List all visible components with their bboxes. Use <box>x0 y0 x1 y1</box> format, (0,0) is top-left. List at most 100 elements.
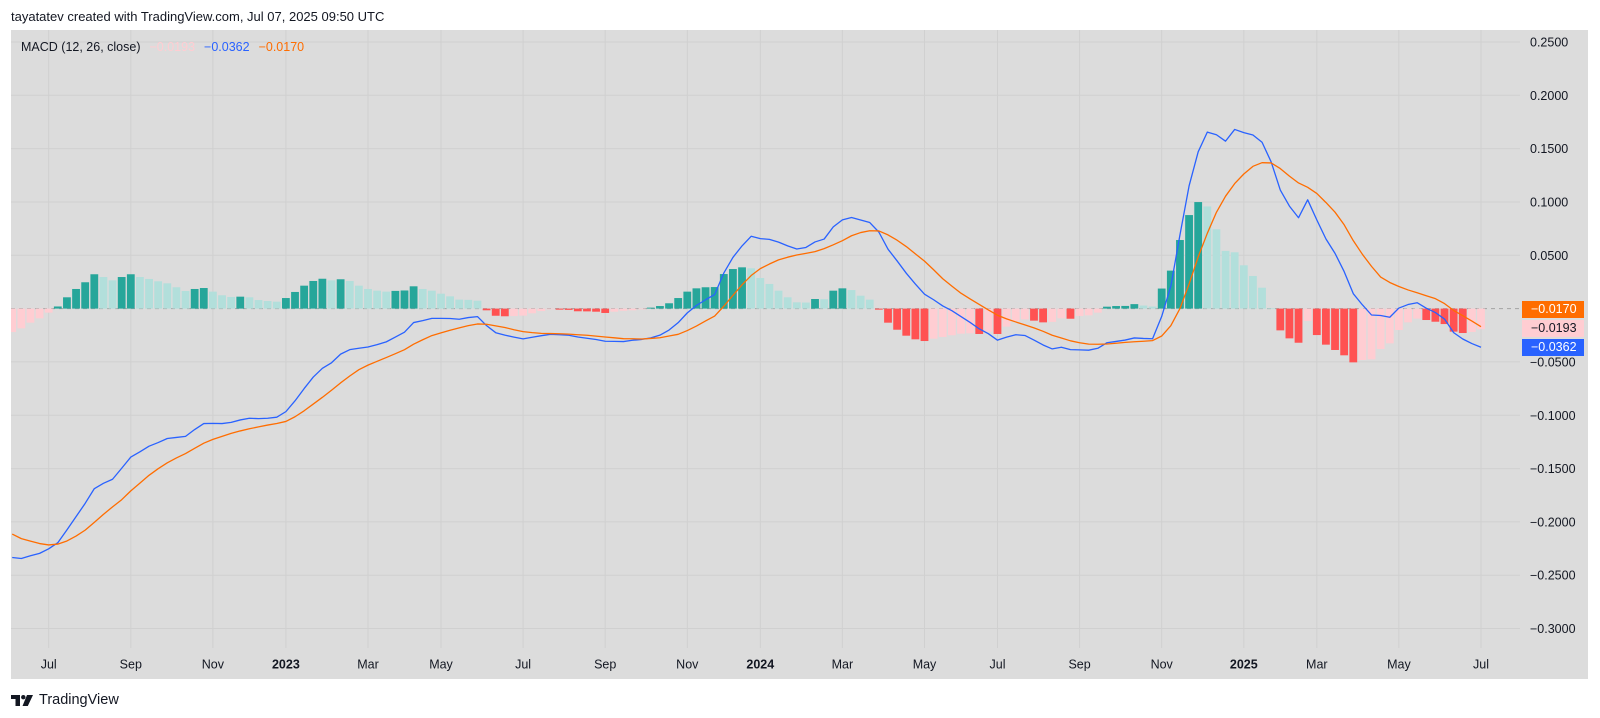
histogram-bar <box>145 278 153 309</box>
x-tick-label: Jul <box>41 658 57 672</box>
histogram-bar <box>783 297 792 309</box>
histogram-bar <box>1276 308 1285 331</box>
indicator-legend: MACD (12, 26, close) −0.0193 −0.0362 −0.… <box>21 39 304 55</box>
histogram-bar <box>1413 308 1422 319</box>
histogram-bar <box>437 293 445 309</box>
histogram-bar <box>154 281 163 309</box>
histogram-bar <box>473 300 482 309</box>
histogram-bar <box>44 308 53 313</box>
histogram-bar <box>17 308 26 329</box>
histogram-bar <box>336 279 345 309</box>
histogram-bar <box>63 297 71 309</box>
macd-price-label: −0.0362 <box>1522 339 1584 356</box>
histogram-bar <box>1303 308 1312 321</box>
histogram-bar <box>491 308 500 316</box>
x-tick-label: May <box>429 658 453 672</box>
signal-line <box>11 162 1482 546</box>
legend-indicator-title[interactable]: MACD (12, 26, close) <box>21 40 141 54</box>
y-tick-label: 0.1000 <box>1530 196 1568 210</box>
x-tick-label: Nov <box>202 658 225 672</box>
histogram-bar <box>856 295 865 309</box>
x-tick-label: 2024 <box>746 658 774 672</box>
x-tick-label: Sep <box>120 658 142 672</box>
histogram-bar <box>272 301 281 309</box>
y-tick-label: 0.0500 <box>1530 249 1568 263</box>
histogram-bar <box>108 280 117 309</box>
histogram-bar <box>117 277 126 309</box>
histogram-bar <box>400 290 409 309</box>
x-tick-label: Jul <box>1473 658 1489 672</box>
histogram-bar <box>1395 308 1403 331</box>
signal-price-label: −0.0170 <box>1522 301 1584 318</box>
histogram-bar <box>1039 308 1047 323</box>
x-tick-label: Nov <box>1151 658 1174 672</box>
histogram-bar <box>911 308 920 340</box>
histogram-bar <box>1249 275 1257 309</box>
histogram-bar <box>1066 308 1075 319</box>
histogram-bar <box>564 308 573 310</box>
histogram-bar <box>1139 305 1148 309</box>
histogram-bar <box>719 274 728 309</box>
x-tick-label: Jul <box>990 658 1006 672</box>
histogram-bar <box>227 296 236 309</box>
histogram-bar <box>318 278 327 309</box>
histogram-bar <box>802 302 810 309</box>
histogram-bar <box>172 287 181 309</box>
histogram-bar <box>993 308 1002 334</box>
histogram-bar <box>665 303 673 309</box>
x-tick-label: Jul <box>515 658 531 672</box>
histogram-bar <box>391 290 400 309</box>
legend-histogram-value: −0.0193 <box>149 40 196 54</box>
x-tick-label: Mar <box>832 658 854 672</box>
histogram-bar <box>692 288 701 309</box>
histogram-bar <box>829 290 838 309</box>
histogram-bar <box>865 299 874 309</box>
y-tick-label: −0.0500 <box>1530 355 1576 369</box>
histogram-bar <box>281 298 290 309</box>
histogram-bar <box>1176 240 1184 309</box>
histogram-bar <box>984 308 993 332</box>
x-tick-label: May <box>913 658 937 672</box>
price-axis: 0.2500 0.2000 0.1500 0.1000 0.0500 −0.0500 −0.… <box>1530 36 1576 637</box>
histogram-bar <box>1020 308 1029 320</box>
histogram-bar <box>774 290 783 309</box>
histogram-bar <box>1477 308 1485 330</box>
histogram-bar <box>1075 308 1084 316</box>
y-tick-label: −0.1000 <box>1530 409 1576 423</box>
histogram-bar <box>482 308 491 311</box>
histogram-bar <box>1449 308 1458 332</box>
histogram-bar <box>1057 308 1066 319</box>
histogram-bar <box>218 295 226 309</box>
histogram-bar <box>1166 270 1175 309</box>
histogram-bar <box>519 308 527 316</box>
x-tick-label: Sep <box>1068 658 1090 672</box>
histogram-bar <box>455 299 464 309</box>
histogram-bar <box>500 308 509 317</box>
histogram-bar <box>1294 308 1303 343</box>
histogram-bar <box>592 308 600 312</box>
plot-area <box>11 128 1485 560</box>
histogram-bar <box>1121 305 1130 309</box>
histogram-bar <box>1285 308 1294 339</box>
x-tick-label: 2025 <box>1230 658 1258 672</box>
histogram-bar <box>546 308 555 310</box>
legend-macd-value: −0.0362 <box>204 40 250 54</box>
legend-signal-value: −0.0170 <box>258 40 305 54</box>
histogram-bar <box>245 297 254 309</box>
histogram-bar <box>729 269 737 309</box>
histogram-bar <box>656 306 664 309</box>
macd-histogram <box>11 202 1485 363</box>
x-tick-label: Mar <box>1306 658 1328 672</box>
histogram-bar <box>957 308 965 334</box>
histogram-bar <box>1084 308 1093 316</box>
macd-line <box>12 128 1482 560</box>
histogram-bar <box>126 274 135 309</box>
histogram-bar <box>1112 306 1120 309</box>
histogram-bar <box>874 308 883 310</box>
histogram-bar <box>136 277 144 309</box>
histogram-bar <box>1103 306 1111 309</box>
histogram-bar <box>1185 215 1193 309</box>
histogram-bar <box>1239 265 1248 309</box>
histogram-bar <box>893 308 902 330</box>
